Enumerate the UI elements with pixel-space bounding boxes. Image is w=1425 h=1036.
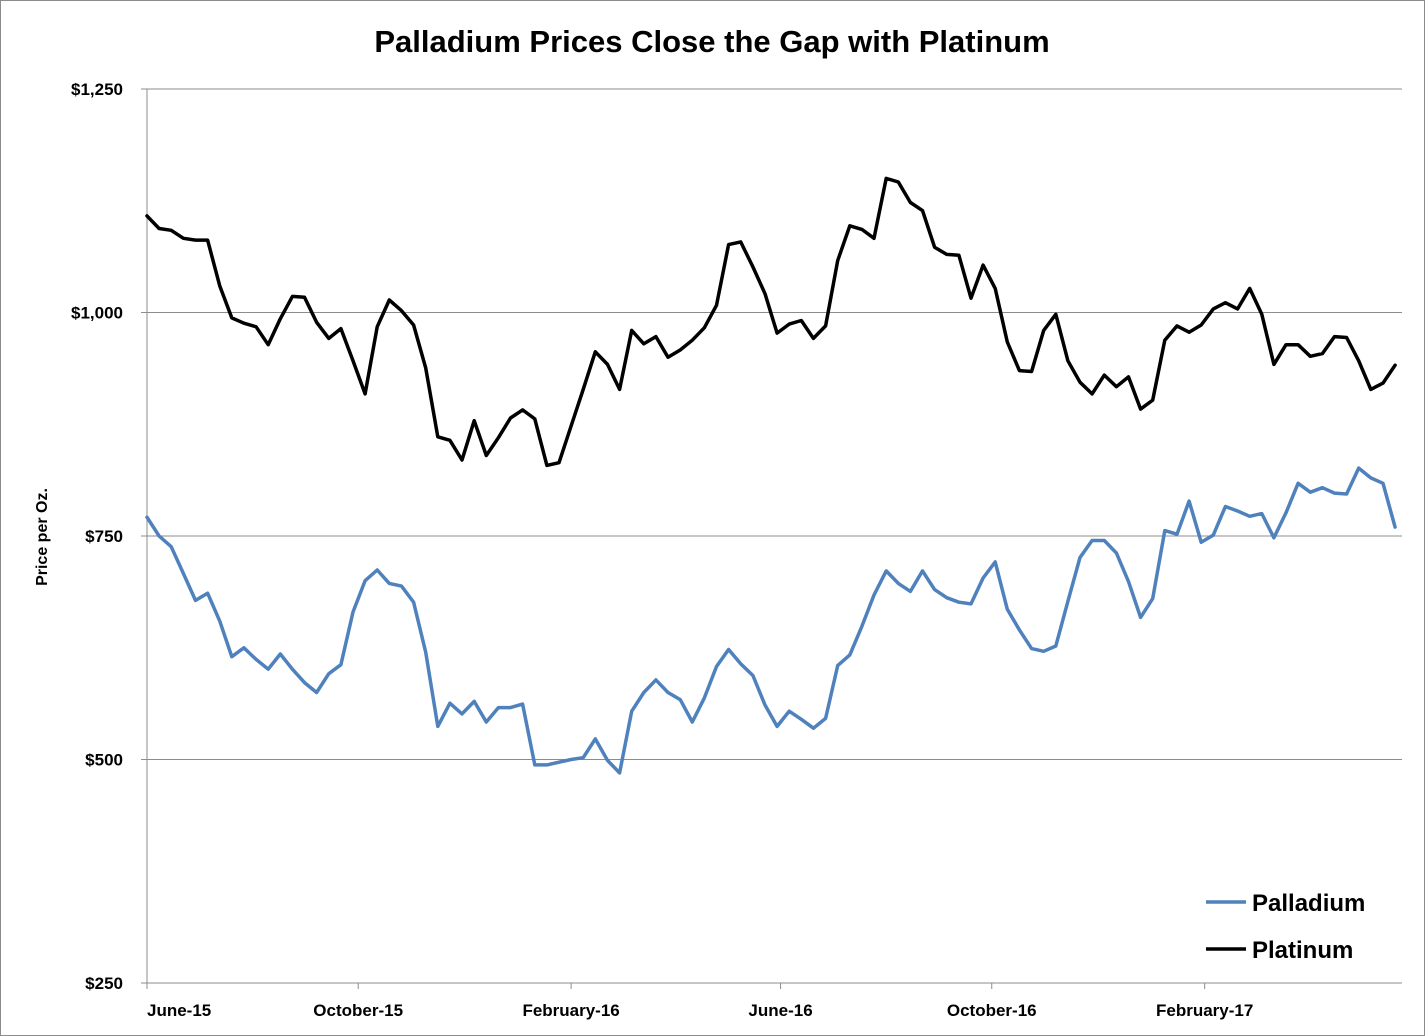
series-lines xyxy=(145,176,1397,775)
x-tick-label: October-16 xyxy=(947,1001,1037,1020)
series-line-platinum xyxy=(145,176,1397,468)
y-axis-label: Price per Oz. xyxy=(34,488,51,586)
legend-label-platinum: Platinum xyxy=(1252,937,1353,964)
y-axis-ticks: $250 $500 $750 $1,000 $1,250 xyxy=(71,80,147,993)
y-tick-label: $250 xyxy=(85,974,123,993)
y-tick-label: $1,000 xyxy=(71,304,123,323)
x-tick-label: February-17 xyxy=(1156,1001,1253,1020)
legend-label-palladium: Palladium xyxy=(1252,890,1365,917)
chart-title: Palladium Prices Close the Gap with Plat… xyxy=(374,24,1049,59)
x-axis-ticks: June-15 October-15 February-16 June-16 Octob… xyxy=(146,983,1253,1020)
y-tick-label: $750 xyxy=(85,527,123,546)
x-tick-label: October-15 xyxy=(313,1001,403,1020)
axes xyxy=(146,89,1402,984)
x-tick-label: June-15 xyxy=(147,1001,211,1020)
gridlines xyxy=(147,88,1402,760)
legend: Palladium Platinum xyxy=(1206,890,1365,964)
y-tick-label: $1,250 xyxy=(71,80,123,99)
series-line-palladium xyxy=(145,466,1397,775)
x-tick-label: June-16 xyxy=(748,1001,812,1020)
y-tick-label: $500 xyxy=(85,751,123,770)
x-tick-label: February-16 xyxy=(522,1001,619,1020)
